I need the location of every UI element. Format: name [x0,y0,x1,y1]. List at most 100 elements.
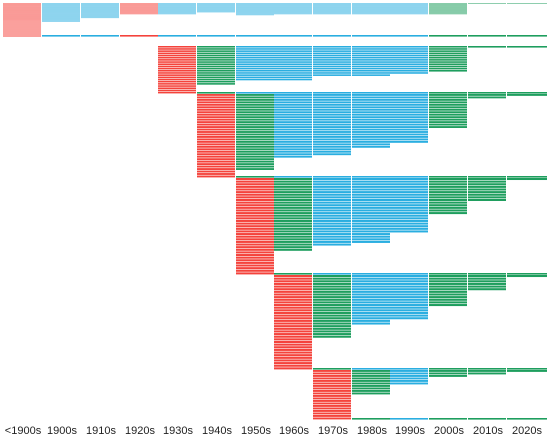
cell-1950s-1980s-2 [352,183,390,186]
cell-1970s-1970s-0 [313,370,351,372]
baseline-1930s-2010s [468,92,506,94]
cell-1940s-1960s-15 [274,131,312,133]
cell-1960s-1960s-17 [274,319,312,322]
cell-<1900s-<1900s-5 [3,7,41,9]
cell-<1900s-2000s-10 [429,12,467,14]
cell-<1900s-1970s-7 [313,9,351,11]
baseline-1940s-1960s [274,176,312,178]
cell-1940s-1980s-5 [352,106,390,109]
cell-1940s-1970s-22 [313,148,351,151]
cell-<1900s-1940s-0 [197,3,235,4]
cell-1930s-1940s-12 [197,72,235,74]
cell-1960s-1970s-3 [313,282,351,285]
cell-1940s-2020s-0 [507,94,547,96]
cell-1930s-1940s-7 [197,61,235,63]
cell-<1900s-1940s-9 [197,11,235,13]
block-1940s [197,94,547,178]
cell-1950s-1980s-3 [352,185,390,188]
cell-1930s-1960s-3 [274,52,312,55]
cell-1970s-1990s-3 [390,377,428,380]
cell-<1900s-1920s-10 [120,12,158,14]
cell-1950s-1990s-15 [390,217,428,220]
cell-1970s-1970s-8 [313,390,351,392]
cell-1970s-1980s-7 [352,387,390,390]
cell-1960s-1970s-22 [313,333,351,336]
cell-1930s-1960s-15 [274,78,312,81]
cell-1950s-1950s-14 [236,214,274,217]
cell-1950s-1950s-11 [236,206,274,209]
cell-1970s-2000s-1 [429,372,467,375]
cell-1940s-1970s-8 [313,113,351,116]
cell-1960s-1990s-3 [390,282,428,285]
cell-1930s-1960s-7 [274,61,312,63]
cell-1940s-1950s-15 [236,131,274,133]
cell-1940s-1950s-3 [236,101,274,104]
cell-1930s-1930s-18 [158,85,196,87]
cell-1950s-1950s-33 [236,264,274,267]
cell-1940s-1990s-0 [390,94,428,96]
cell-1950s-2010s-0 [468,178,506,181]
cell-1950s-1980s-8 [352,198,390,201]
cell-1950s-2000s-6 [429,193,467,196]
cell-<1900s-1920s-6 [120,8,158,10]
cell-1940s-1990s-5 [390,106,428,109]
cell-<1900s-1970s-0 [313,3,351,4]
cell-1970s-1970s-16 [313,410,351,412]
cell-1940s-1950s-9 [236,116,274,119]
cell-<1900s-1900s-11 [42,13,80,15]
cell-1950s-1970s-14 [313,214,351,217]
block-1950s [236,178,547,275]
cell-<1900s-1920s-5 [120,7,158,9]
cell-1940s-1950s-7 [236,111,274,114]
cell-1940s-1990s-7 [390,111,428,114]
cell-<1900s-1910s-8 [81,10,119,12]
cell-1930s-1990s-7 [390,61,428,63]
cell-1970s-1990s-1 [390,372,428,375]
cell-1970s-1970s-1 [313,372,351,375]
cell-<1900s-<1900s-4 [3,6,41,8]
cell-1950s-1980s-9 [352,201,390,204]
cell-1940s-1970s-21 [313,145,351,148]
cell-1940s-1960s-4 [274,103,312,106]
x-axis-tick-labels: <1900s 1900s 1910s 1920s 1930s 1940s 1950s 1960… [5,425,543,437]
cell-1950s-1990s-2 [390,183,428,186]
cell-1960s-1960s-20 [274,327,312,330]
cell-1940s-1950s-5 [236,106,274,109]
cell-1950s-1980s-5 [352,191,390,194]
cell-1960s-1980s-9 [352,298,390,301]
cell-1950s-2000s-2 [429,183,467,186]
baseline-1960s-1970s [313,368,351,370]
cell-1930s-1970s-13 [313,74,351,76]
cell-<1900s-2020s-0 [507,3,547,4]
cell-<1900s-1960s-1 [274,3,312,5]
cell-<1900s-1950s-12 [236,14,274,16]
cell-1950s-2020s-0 [507,178,547,181]
baseline-1940s-1970s [313,176,351,178]
cell-<1900s-<1900s-7 [3,9,41,11]
cell-<1900s-1900s-18 [42,20,80,21]
cell-1940s-1960s-8 [274,113,312,116]
cell-1940s-1970s-5 [313,106,351,109]
cell-1940s-1970s-16 [313,133,351,136]
cell-<1900s-1910s-13 [81,15,119,17]
cell-1950s-1950s-31 [236,259,274,262]
cell-<1900s-1990s-9 [390,11,428,13]
cell-1930s-2000s-5 [429,56,467,59]
cell-1930s-1930s-14 [158,76,196,79]
cell-1960s-1960s-32 [274,359,312,362]
cell-1950s-1950s-2 [236,183,274,186]
cell-1940s-1950s-2 [236,98,274,101]
cell-1960s-1980s-11 [352,304,390,307]
cell-1950s-1960s-17 [274,222,312,225]
cell-1940s-1940s-5 [197,106,235,109]
cell-1940s-1940s-30 [197,168,235,170]
cell-1950s-1990s-3 [390,185,428,188]
cell-1940s-1970s-14 [313,128,351,131]
baseline-1940s-2020s [507,176,547,178]
baseline-1940s-1950s [236,176,274,178]
cell-1940s-1990s-12 [390,123,428,126]
cell-<1900s-1920s-11 [120,13,158,15]
cell-<1900s-1910s-7 [81,9,119,11]
cell-1950s-1950s-8 [236,198,274,201]
cell-1970s-1980s-6 [352,385,390,387]
